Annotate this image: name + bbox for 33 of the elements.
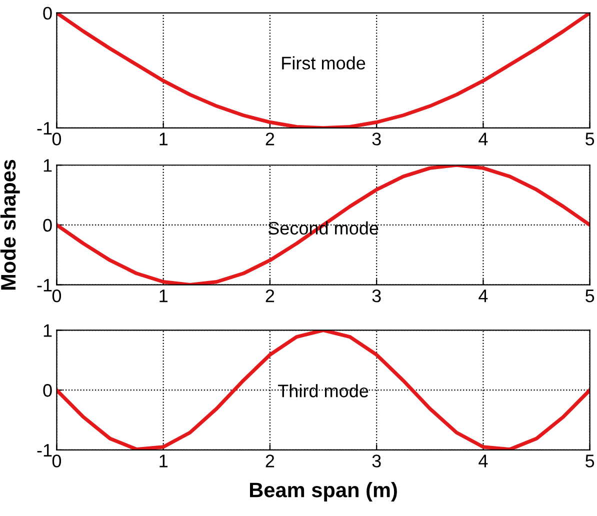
y-tick-label: -1 xyxy=(37,444,52,456)
y-tick-label: 0 xyxy=(43,218,52,232)
x-tick-label: 4 xyxy=(478,290,488,302)
x-tick-label: 4 xyxy=(478,132,488,146)
x-tick-label: 3 xyxy=(372,454,381,468)
x-tick-label: 3 xyxy=(372,132,381,146)
y-tick-label: 1 xyxy=(44,324,52,337)
x-tick-label: 2 xyxy=(266,132,274,146)
y-tick-label: 0 xyxy=(43,6,52,20)
line-series xyxy=(56,330,590,450)
x-tick-label: 3 xyxy=(372,289,381,302)
annotation: First mode xyxy=(282,56,366,70)
x-tick-label: 2 xyxy=(266,289,274,302)
x-tick-label: 5 xyxy=(586,132,594,146)
line-series xyxy=(56,165,590,285)
x-tick-label: 2 xyxy=(266,454,274,468)
line-series xyxy=(56,12,590,128)
x-axis-title: Beam span (m) xyxy=(250,482,397,502)
x-tick-label: 0 xyxy=(52,454,62,468)
y-axis-title: Mode shapes xyxy=(0,160,20,290)
x-tick-label: 0 xyxy=(52,289,62,302)
x-tick-label: 5 xyxy=(586,290,594,302)
x-tick-label: 1 xyxy=(160,290,168,302)
annotation: Third mode xyxy=(278,384,368,398)
y-tick-label: -1 xyxy=(37,278,52,292)
y-tick-label: -1 xyxy=(37,122,52,135)
x-tick-label: 1 xyxy=(160,454,168,468)
y-tick-label: 0 xyxy=(43,384,52,397)
x-tick-label: 0 xyxy=(52,132,62,146)
x-tick-label: 1 xyxy=(160,132,168,146)
x-tick-label: 5 xyxy=(586,454,594,468)
x-tick-label: 4 xyxy=(478,454,488,468)
y-tick-label: 1 xyxy=(44,159,52,172)
